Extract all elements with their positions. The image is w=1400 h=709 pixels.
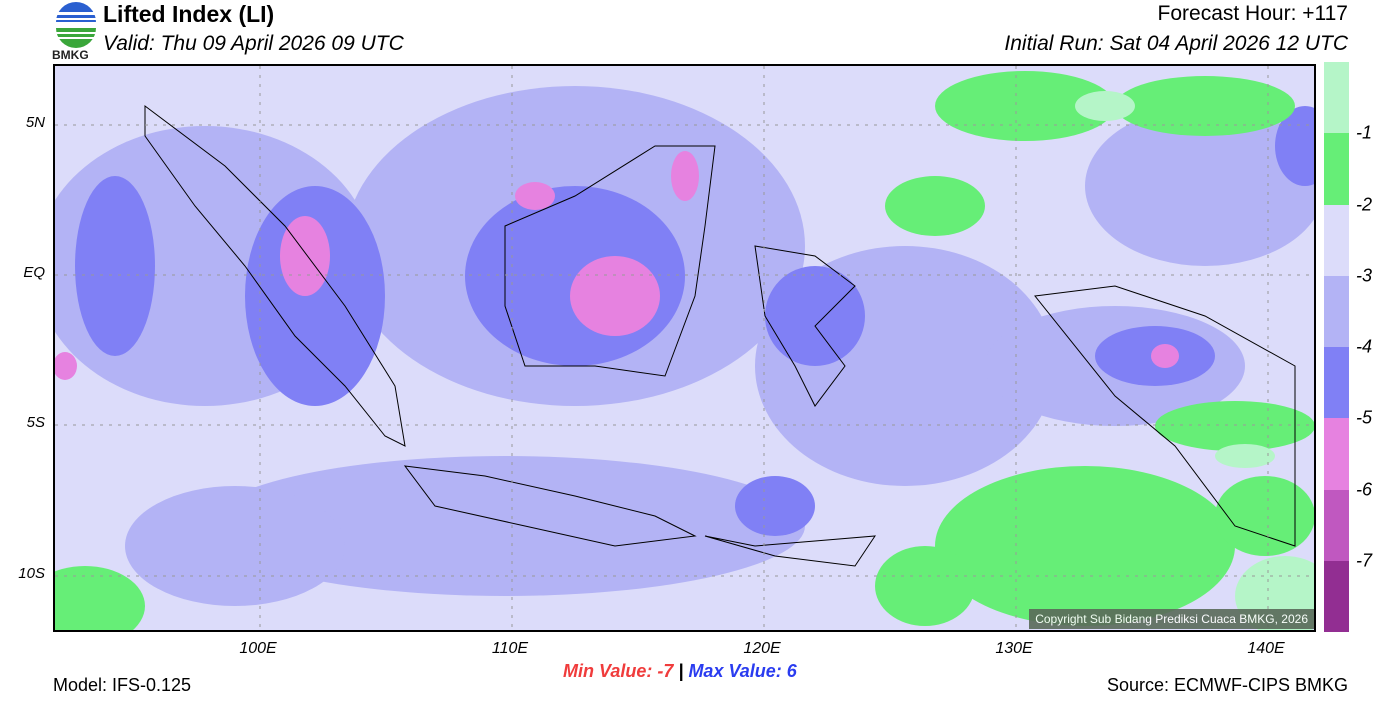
colorbar [1324, 62, 1349, 632]
map-field [55, 66, 1314, 630]
map-title: Lifted Index (LI) [103, 1, 275, 27]
colorbar-swatch [1324, 489, 1349, 561]
colorbar-swatch [1324, 62, 1349, 134]
lon-label-110e: 110E [491, 640, 529, 657]
colorbar-swatch [1324, 347, 1349, 419]
copyright-notice: Copyright Sub Bidang Prediksi Cuaca BMKG… [1029, 609, 1314, 629]
colorbar-swatch [1324, 204, 1349, 276]
colorbar-swatch [1324, 418, 1349, 490]
colorbar-label: -4 [1356, 336, 1373, 357]
forecast-hour: Forecast Hour: +117 [1157, 2, 1348, 25]
colorbar-label: -3 [1356, 265, 1373, 286]
colorbar-label: -6 [1356, 479, 1373, 500]
colorbar-label: -1 [1356, 122, 1373, 143]
lifted-index-map [53, 64, 1316, 632]
field-level-5 [55, 151, 1179, 380]
lon-label-120e: 120E [743, 640, 781, 657]
colorbar-label: -5 [1356, 407, 1373, 428]
colorbar-swatch [1324, 275, 1349, 347]
lon-label-100e: 100E [239, 640, 277, 657]
bmkg-logo [56, 2, 96, 48]
max-value: Max Value: 6 [688, 661, 797, 681]
valid-time: Valid: Thu 09 April 2026 09 UTC [103, 32, 404, 55]
colorbar-swatch [1324, 560, 1349, 632]
source-label: Source: ECMWF-CIPS BMKG [1106, 675, 1348, 695]
initial-run: Initial Run: Sat 04 April 2026 12 UTC [1004, 32, 1348, 55]
min-max-values: Min Value: -7 | Max Value: 6 [563, 661, 797, 682]
gridlines [55, 66, 1314, 630]
colorbar-label: -7 [1356, 550, 1373, 571]
lat-label-10s: 10S [18, 565, 45, 582]
separator: | [678, 661, 684, 681]
lon-label-140e: 140E [1247, 640, 1285, 657]
colorbar-label: -2 [1356, 194, 1373, 215]
lat-label-eq: EQ [23, 264, 45, 281]
lat-label-5s: 5S [26, 414, 45, 431]
lon-label-130e: 130E [995, 640, 1033, 657]
lat-label-5n: 5N [25, 114, 45, 131]
field-level-2 [55, 71, 1314, 630]
coastlines [144, 105, 1296, 567]
model-label: Model: IFS-0.125 [53, 675, 192, 695]
min-value: Min Value: -7 [563, 661, 674, 681]
logo-text: BMKG [52, 48, 89, 62]
colorbar-swatch [1324, 133, 1349, 205]
